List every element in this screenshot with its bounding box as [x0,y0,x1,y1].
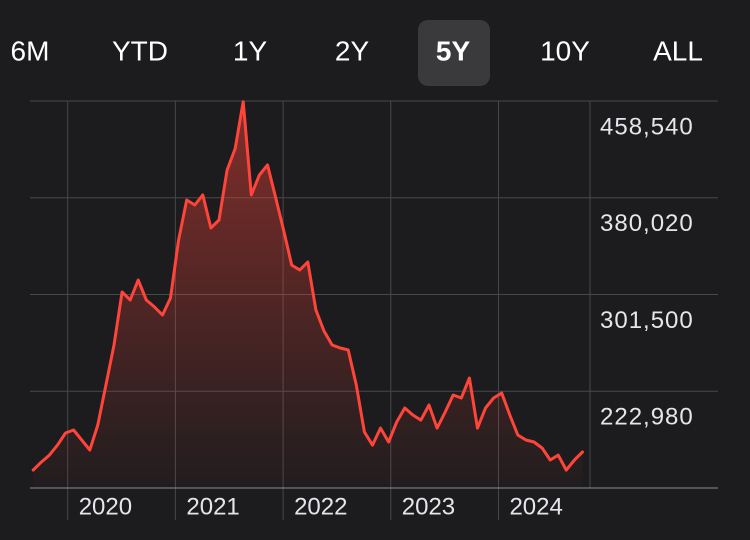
x-tick-label: 2024 [509,493,562,520]
range-tab[interactable]: 5Y [436,35,471,66]
x-tick-label: 2023 [402,493,455,520]
area-fill [33,101,583,488]
y-tick-label: 458,540 [600,113,694,140]
range-tab[interactable]: 2Y [335,35,370,66]
price-line [31,100,584,472]
y-tick-label: 380,020 [600,210,694,237]
range-tab[interactable]: YTD [112,35,168,66]
range-tabs: 6M YTD 1Y 2Y 5Y 10Y ALL [11,20,703,86]
range-tab[interactable]: 1Y [233,35,268,66]
range-tab[interactable]: ALL [653,35,703,66]
x-tick-label: 2022 [294,493,347,520]
y-tick-label: 301,500 [600,307,694,334]
x-tick-label: 2021 [186,493,239,520]
x-tick-label: 2020 [79,493,132,520]
selected-tab-background [418,20,490,86]
range-tab[interactable]: 6M [11,35,50,66]
range-tab[interactable]: 10Y [540,35,590,66]
plot: 458,540 380,020 301,500 222,980 2020 2021 2022… [30,100,718,520]
y-tick-label: 222,980 [600,404,694,431]
